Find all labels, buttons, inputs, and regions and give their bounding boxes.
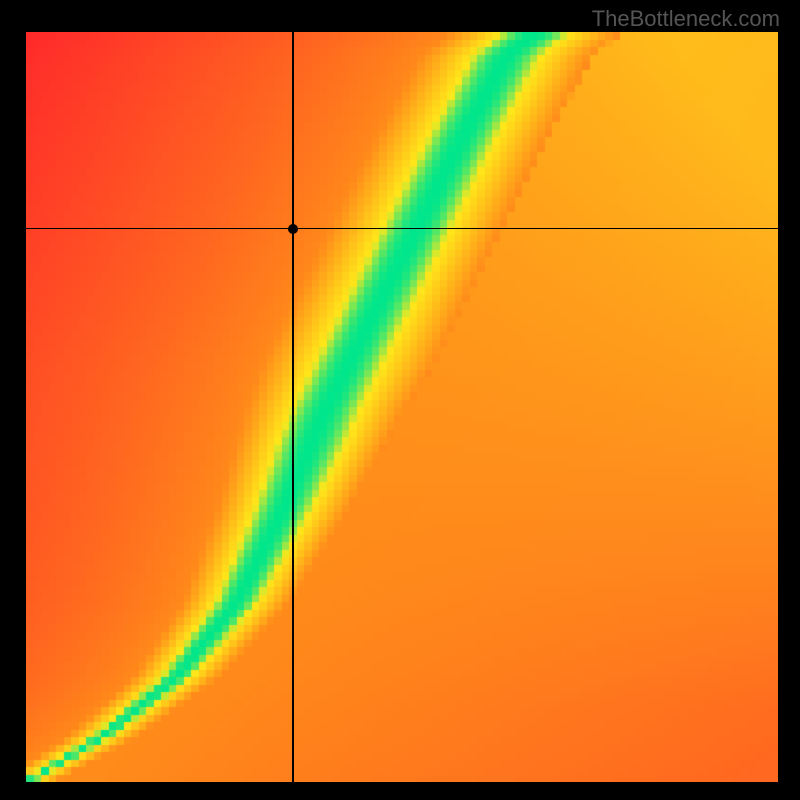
crosshair-vertical	[292, 32, 294, 782]
crosshair-horizontal	[26, 228, 778, 230]
heatmap-plot	[26, 32, 778, 782]
watermark-text: TheBottleneck.com	[592, 6, 780, 32]
crosshair-marker	[288, 224, 298, 234]
heatmap-canvas	[26, 32, 778, 782]
